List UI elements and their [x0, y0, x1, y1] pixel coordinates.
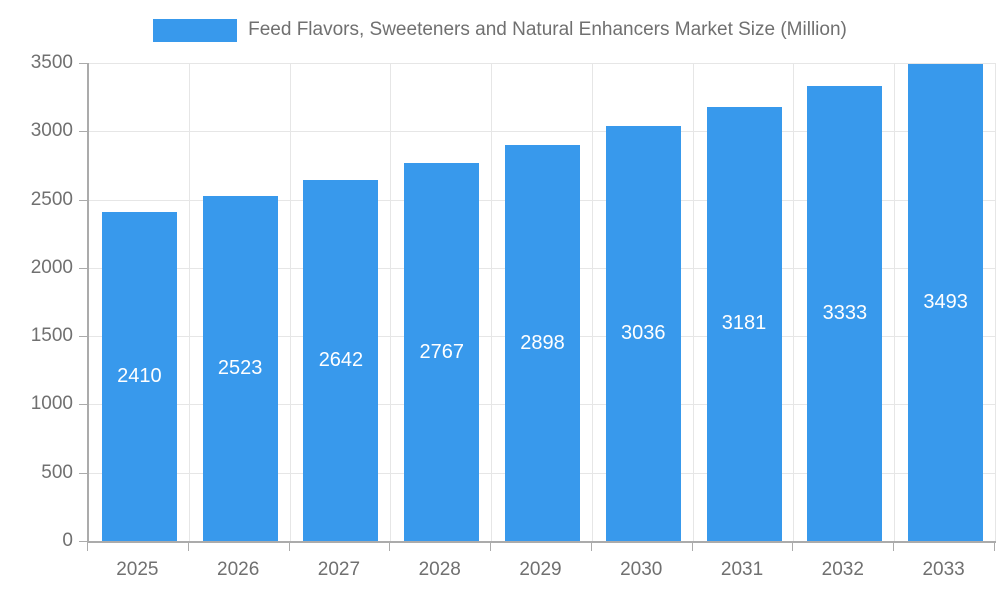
x-axis-tick-label: 2031	[720, 559, 764, 580]
y-axis-tick-label: 2000	[30, 256, 73, 278]
bar-2031: 3181	[706, 106, 782, 541]
gridline-vertical	[188, 63, 190, 541]
bar-value-label: 3333	[822, 301, 868, 324]
x-axis-tick-mark	[288, 543, 290, 551]
y-axis-tick-label: 1000	[30, 393, 73, 415]
x-axis-tick-mark	[994, 543, 995, 551]
x-axis-tick-label: 2030	[620, 559, 663, 580]
y-axis-tick-label: 3000	[30, 120, 73, 142]
bar-value-label: 2767	[419, 340, 464, 363]
gridline-vertical	[390, 63, 392, 541]
bar-value-label: 2898	[520, 331, 565, 354]
gridline-vertical	[491, 63, 493, 541]
y-axis-tick-label: 2500	[30, 188, 73, 210]
y-axis-tick-mark	[79, 404, 87, 406]
y-axis-tick-mark	[79, 472, 87, 474]
bar-value-label: 2642	[318, 349, 364, 372]
gridline-vertical	[793, 63, 795, 541]
x-axis-tick-mark	[893, 543, 895, 551]
y-axis-tick-mark	[79, 336, 87, 338]
bar-2033: 3493	[908, 63, 984, 541]
gridline-horizontal	[89, 63, 996, 64]
x-axis-tick-mark	[691, 543, 693, 551]
x-axis-tick-label: 2027	[317, 559, 361, 580]
y-axis-tick-mark	[79, 131, 87, 133]
x-axis-tick-mark	[187, 543, 189, 551]
bar-2029: 2898	[505, 145, 580, 541]
y-axis-tick-mark	[79, 541, 87, 542]
gridline-vertical	[894, 63, 896, 541]
y-axis-tick-label: 3500	[30, 52, 73, 73]
x-axis-tick-label: 2028	[418, 559, 461, 580]
x-axis-tick-mark	[490, 543, 492, 551]
y-axis-tick-label: 0	[62, 530, 73, 551]
y-axis-tick-mark	[79, 63, 87, 64]
x-axis-tick-label: 2033	[922, 559, 965, 580]
gridline-horizontal	[89, 131, 996, 133]
gridline-vertical	[289, 63, 291, 541]
gridline-vertical	[692, 63, 694, 541]
bar-2032: 3333	[807, 85, 883, 541]
x-axis-tick-mark	[590, 543, 592, 551]
bar-value-label: 2523	[217, 357, 263, 380]
bar-2027: 2642	[303, 180, 379, 541]
bar-2030: 3036	[605, 126, 681, 541]
bar-value-label: 3181	[721, 312, 767, 335]
gridline-vertical	[995, 63, 996, 541]
bar-2028: 2767	[404, 163, 480, 541]
legend-swatch	[153, 18, 238, 42]
y-axis-tick-label: 500	[41, 461, 73, 483]
bar-value-label: 3036	[621, 322, 666, 345]
plot-area: 2410 2523 2642 2767 2898 3036 3181 3333 3493	[87, 63, 996, 543]
x-axis-tick-label: 2029	[519, 559, 562, 580]
x-axis-tick-mark	[389, 543, 391, 551]
chart-legend-item[interactable]: Feed Flavors, Sweeteners and Natural Enh…	[0, 16, 1000, 44]
x-axis-tick-label: 2026	[217, 559, 260, 580]
bar-2026: 2523	[202, 196, 278, 541]
x-axis-tick-label: 2025	[116, 559, 159, 580]
bar-2025: 2410	[101, 211, 177, 541]
bar-value-label: 3493	[923, 290, 968, 313]
bar-value-label: 2410	[117, 364, 162, 387]
y-axis-tick-mark	[79, 267, 87, 269]
x-axis-tick-label: 2032	[821, 559, 864, 580]
chart-title: Feed Flavors, Sweeteners and Natural Enh…	[248, 19, 847, 40]
x-axis-tick-mark	[87, 543, 88, 551]
y-axis-tick-label: 1500	[30, 325, 73, 347]
y-axis-tick-mark	[79, 199, 87, 201]
gridline-vertical	[591, 63, 593, 541]
x-axis-tick-mark	[792, 543, 794, 551]
